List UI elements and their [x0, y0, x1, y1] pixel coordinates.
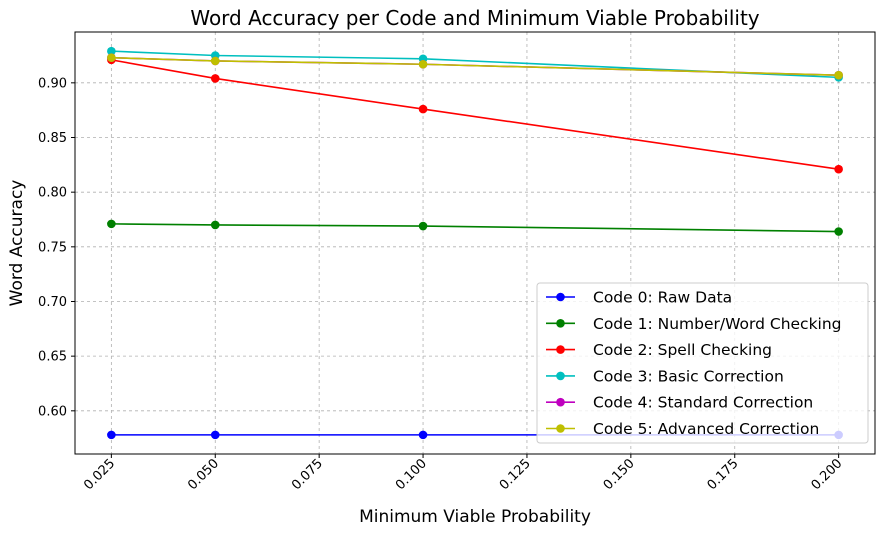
legend-box: [536, 282, 869, 444]
legend-point-marker: [556, 397, 565, 407]
series-line: [111, 59, 839, 170]
x-tick-label: 0.075: [289, 456, 326, 493]
legend-point-marker: [556, 319, 565, 328]
legend-label: Code 5: Advanced Correction: [593, 420, 819, 438]
series-1: [107, 219, 843, 236]
y-tick-label: 0.85: [38, 131, 67, 146]
series-line: [111, 50, 839, 79]
data-point: [210, 220, 220, 230]
data-point: [834, 164, 843, 174]
data-point: [107, 46, 116, 56]
series-line: [111, 223, 839, 233]
legend-item: Code 5: Advanced Correction: [546, 420, 819, 438]
series-5: [107, 53, 843, 80]
legend-point-marker: [556, 424, 565, 433]
data-point: [210, 56, 220, 66]
x-tick-label: 0.200: [809, 456, 846, 493]
plot-frame: [74, 31, 876, 455]
legend-item: Code 3: Basic Correction: [546, 367, 784, 385]
data-point: [210, 430, 220, 440]
data-point: [418, 59, 428, 69]
y-tick-label: 0.65: [38, 350, 67, 365]
y-axis-label: Word Accuracy: [7, 180, 27, 307]
legend: Code 0: Raw Data Code 1: Number/Word Chec…: [536, 282, 869, 444]
x-tick-label: 0.175: [705, 456, 742, 493]
x-tick-label: 0.100: [393, 456, 430, 493]
data-point: [418, 104, 428, 114]
data-point: [834, 70, 843, 80]
y-tick-label: 0.75: [38, 240, 67, 255]
legend-label: Code 2: Spell Checking: [593, 341, 772, 359]
y-tick-label: 0.60: [38, 404, 67, 419]
x-tick-label: 0.125: [497, 456, 534, 493]
data-point: [834, 227, 843, 236]
series-line: [111, 56, 839, 76]
y-tick-label: 0.90: [38, 76, 67, 91]
data-point: [418, 430, 428, 440]
series-layer: [107, 46, 843, 440]
x-axis-label: Minimum Viable Probability: [359, 507, 591, 527]
y-tick-label: 0.80: [38, 186, 67, 201]
x-tick-label: 0.150: [601, 456, 638, 493]
data-point: [107, 219, 116, 229]
legend-item: Code 4: Standard Correction: [546, 394, 813, 412]
legend-label: Code 4: Standard Correction: [593, 394, 813, 412]
data-point: [107, 53, 116, 62]
legend-item: Code 0: Raw Data: [546, 289, 732, 307]
legend-label: Code 3: Basic Correction: [593, 367, 784, 385]
legend-point-marker: [556, 345, 565, 354]
legend-point-marker: [556, 371, 565, 381]
data-point: [210, 74, 220, 83]
data-point: [107, 430, 116, 440]
y-tick-label: 0.70: [38, 295, 67, 310]
legend-label: Code 1: Number/Word Checking: [593, 315, 842, 333]
legend-point-marker: [556, 292, 565, 302]
chart-title: Word Accuracy per Code and Minimum Viabl…: [190, 6, 759, 30]
legend-item: Code 1: Number/Word Checking: [546, 315, 842, 333]
legend-label: Code 0: Raw Data: [593, 289, 732, 307]
x-tick-label: 0.025: [81, 456, 118, 493]
x-tick-label: 0.050: [185, 456, 222, 493]
legend-item: Code 2: Spell Checking: [546, 341, 772, 359]
data-point: [418, 221, 428, 231]
